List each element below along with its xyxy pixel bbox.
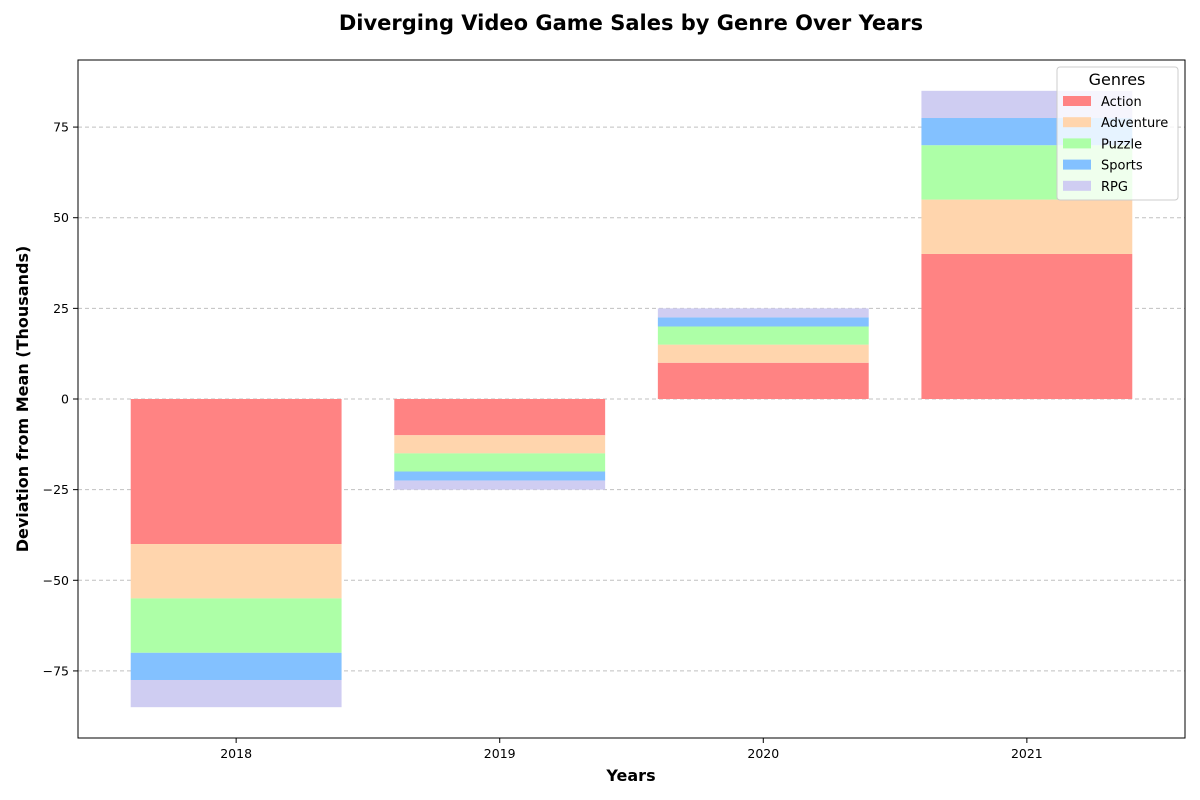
legend-label-puzzle: Puzzle: [1101, 137, 1142, 152]
x-tick-label: 2021: [1011, 746, 1043, 761]
bar-puzzle-2018: [130, 598, 342, 653]
legend-label-rpg: RPG: [1101, 180, 1128, 195]
y-axis-ticks: −75 −50 −25 0 25 50 75: [43, 120, 78, 678]
y-tick-label: 50: [53, 210, 69, 225]
legend-swatch-action: [1063, 96, 1091, 106]
legend: Genres Action Adventure Puzzle Sports RPG: [1056, 66, 1179, 201]
bars: [130, 90, 1133, 708]
x-tick-label: 2020: [747, 746, 779, 761]
legend-swatch-adventure: [1063, 117, 1091, 128]
bar-adventure-2020: [657, 344, 869, 363]
bar-sports-2020: [657, 317, 869, 327]
legend-swatch-rpg: [1063, 180, 1091, 191]
x-tick-label: 2018: [220, 746, 252, 761]
y-tick-label: 25: [53, 301, 69, 316]
bar-action-2019: [394, 399, 606, 436]
bar-puzzle-2020: [657, 326, 869, 345]
x-tick-label: 2019: [484, 746, 516, 761]
bar-sports-2018: [130, 652, 342, 680]
bar-action-2018: [130, 399, 342, 545]
x-axis-ticks: 2018 2019 2020 2021: [220, 738, 1043, 761]
legend-label-adventure: Adventure: [1101, 116, 1168, 131]
chart-title: Diverging Video Game Sales by Genre Over…: [339, 11, 923, 35]
legend-swatch-puzzle: [1063, 138, 1091, 149]
y-axis-label: Deviation from Mean (Thousands): [13, 246, 32, 553]
bar-action-2020: [657, 362, 869, 399]
bar-rpg-2019: [394, 480, 606, 490]
legend-title: Genres: [1089, 70, 1146, 89]
y-tick-label: −50: [43, 573, 69, 588]
bar-adventure-2021: [921, 199, 1133, 254]
bar-adventure-2018: [130, 544, 342, 599]
x-axis-label: Years: [605, 766, 655, 785]
bar-adventure-2019: [394, 435, 606, 454]
y-tick-label: 75: [53, 120, 69, 135]
y-tick-label: −75: [43, 663, 69, 678]
legend-label-action: Action: [1101, 95, 1142, 110]
legend-swatch-sports: [1063, 159, 1091, 170]
y-tick-label: 0: [61, 392, 69, 407]
bar-rpg-2020: [657, 308, 869, 318]
y-tick-label: −25: [43, 482, 69, 497]
bar-action-2021: [921, 253, 1133, 399]
bar-sports-2019: [394, 471, 606, 481]
legend-label-sports: Sports: [1101, 159, 1143, 174]
bar-rpg-2018: [130, 679, 342, 708]
bar-puzzle-2019: [394, 453, 606, 472]
